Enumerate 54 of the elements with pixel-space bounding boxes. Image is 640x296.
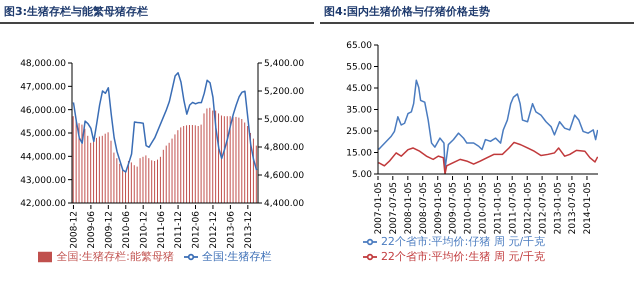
y2-tick-label: 5,000.00 (264, 115, 304, 126)
x-tick-label: 2012-06 (192, 210, 202, 249)
x-tick-label: 2009-07-05 (448, 182, 459, 234)
chart-title: 图4:国内生猪价格与仔猪价格走势 (320, 0, 634, 24)
x-tick-label: 2013-12 (244, 211, 254, 249)
x-tick-label: 2009-01-05 (434, 182, 444, 234)
y-tick-label: 15.00 (346, 148, 372, 159)
x-tick-label: 2014-01-05 (583, 182, 594, 234)
x-tick-label: 2007-07-05 (388, 182, 399, 234)
x-tick-label: 2013-01-05 (553, 182, 564, 234)
x-tick-label: 2008-12 (70, 211, 80, 249)
x-tick-label: 2011-12 (174, 211, 184, 249)
x-tick-label: 2009-12 (104, 211, 114, 249)
legend-label: 22个省市:平均价:生猪 周 元/千克 (380, 250, 546, 263)
legend-label: 全国:生猪存栏 (202, 250, 272, 263)
x-tick-label: 2012-12 (209, 211, 220, 249)
legend-label: 22个省市:平均价:仔猪 周 元/千克 (380, 235, 546, 248)
y-tick-label: 45.00 (346, 84, 372, 94)
y-tick-label: 47,000.00 (20, 82, 66, 93)
x-tick-label: 2011-07-05 (508, 182, 518, 234)
y2-tick-label: 4,600.00 (264, 171, 304, 182)
x-tick-label: 2013-06 (226, 210, 237, 249)
y-tick-label: 65.00 (346, 41, 372, 52)
y-tick-label: 45,000.00 (20, 129, 66, 140)
y-tick-label: 48,000.00 (20, 59, 66, 70)
y-tick-label: 46,000.00 (20, 106, 66, 116)
x-tick-label: 2011-01-05 (494, 182, 504, 234)
x-tick-label: 2012-07-05 (538, 182, 548, 234)
x-tick-label: 2008-07-05 (418, 182, 429, 234)
x-tick-label: 2007-01-05 (374, 182, 384, 234)
y2-tick-label: 5,200.00 (264, 87, 304, 98)
y-tick-label: 35.00 (346, 106, 372, 116)
x-tick-label: 2012-01-05 (523, 182, 534, 234)
x-tick-label: 2010-07-05 (478, 182, 489, 234)
chart-title: 图3:生猪存栏与能繁母猪存栏 (0, 0, 314, 24)
y-tick-label: 43,000.00 (20, 176, 66, 186)
y2-tick-label: 5,400.00 (264, 59, 304, 70)
y-tick-label: 55.00 (346, 62, 372, 73)
x-tick-label: 2010-01-05 (464, 182, 474, 234)
x-tick-label: 2010-12 (139, 211, 150, 249)
line-series (72, 72, 258, 173)
y2-tick-label: 4,400.00 (264, 199, 304, 210)
legend-label: 全国:生猪存栏:能繁母猪 (56, 250, 174, 263)
x-tick-label: 2013-07-05 (568, 182, 578, 234)
y2-tick-label: 4,800.00 (264, 143, 304, 154)
x-tick-label: 2010-06 (122, 210, 132, 249)
x-tick-label: 2008-01-05 (404, 182, 414, 234)
line-series (378, 80, 598, 170)
x-tick-label: 2011-06 (156, 210, 167, 249)
y-tick-label: 44,000.00 (20, 152, 66, 163)
x-tick-label: 2009-06 (87, 210, 98, 249)
y-tick-label: 5.00 (352, 170, 372, 180)
y-tick-label: 42,000.00 (20, 199, 66, 210)
y-tick-label: 25.00 (346, 127, 372, 138)
